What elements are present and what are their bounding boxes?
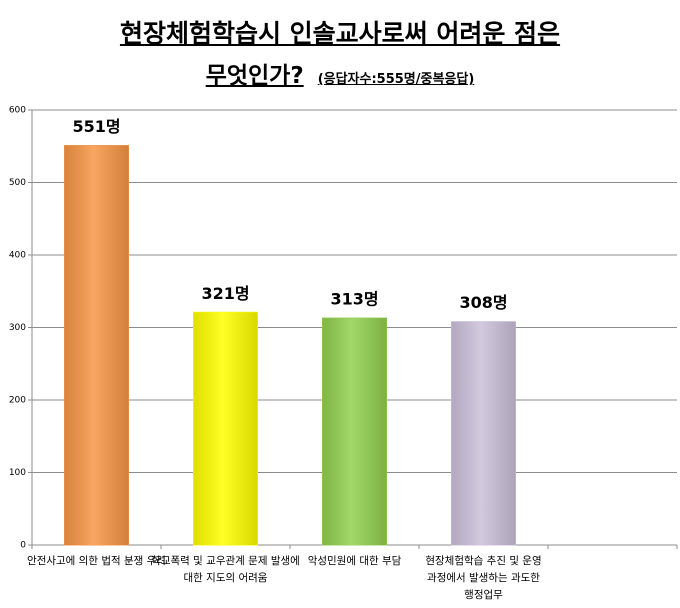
title-line: 무엇인가?: [205, 63, 304, 89]
title-line: 현장체험학습시 인솔교사로써 어려운 점은: [119, 19, 561, 48]
bar-shade: [64, 145, 129, 545]
y-tick-label: 500: [9, 178, 26, 188]
y-tick-label: 200: [9, 396, 26, 406]
y-tick-label: 300: [9, 323, 26, 333]
title: 현장체험학습시 인솔교사로써 어려운 점은 무엇인가? (응답자수:555명/중복…: [0, 12, 680, 96]
bar-shade: [451, 321, 516, 545]
bar-shade: [322, 318, 387, 545]
subtitle: (응답자수:555명/중복응답): [317, 72, 475, 87]
y-tick-label: 100: [9, 468, 26, 478]
x-tick-label: 현장체험학습 추진 및 운영 과정에서 발생하는 과도한 행정업무: [425, 555, 542, 601]
bar-shade: [193, 312, 258, 545]
y-tick-label: 400: [9, 251, 26, 261]
y-tick-label: 600: [9, 106, 26, 116]
x-tick-label: 학교폭력 및 교우관계 문제 발생에 대한 지도의 어려움: [151, 555, 300, 584]
value-label: 551명: [72, 117, 120, 136]
value-label: 321명: [201, 284, 249, 303]
value-label: 308명: [459, 293, 507, 312]
value-label: 313명: [330, 290, 378, 309]
x-tick-label: 안전사고에 의한 법적 분쟁 우려: [27, 555, 166, 567]
x-tick-label: 악성민원에 대한 부담: [307, 555, 402, 567]
y-tick-label: 0: [20, 541, 26, 551]
